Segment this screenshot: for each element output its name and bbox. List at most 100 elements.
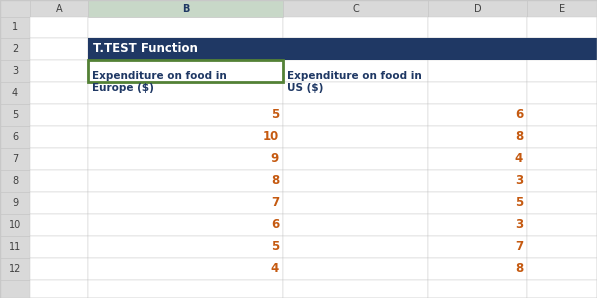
Bar (428, 258, 527, 280)
Bar (428, 60, 527, 82)
Bar (527, 214, 597, 236)
Bar (88, 0, 283, 17)
Bar (283, 280, 428, 298)
Bar (428, 192, 527, 214)
Bar (283, 236, 428, 258)
Text: 6: 6 (12, 132, 18, 142)
Bar (88, 17, 283, 38)
Bar (88, 236, 283, 258)
Text: 9: 9 (12, 198, 18, 208)
Bar (527, 82, 597, 104)
Bar (283, 170, 428, 192)
Bar (0, 0, 30, 17)
Bar (88, 82, 283, 104)
Bar (527, 258, 597, 280)
Text: B: B (182, 4, 189, 13)
Bar (283, 38, 428, 60)
Bar (30, 236, 88, 258)
Bar (30, 82, 88, 104)
Bar (88, 280, 283, 298)
Bar (0, 192, 30, 214)
Text: Expenditure on food in
US ($): Expenditure on food in US ($) (287, 71, 421, 93)
Text: 3: 3 (12, 66, 18, 76)
Bar (527, 126, 597, 148)
Bar (30, 214, 88, 236)
Bar (0, 280, 30, 298)
Text: 6: 6 (271, 218, 279, 232)
Text: C: C (352, 4, 359, 13)
Bar (88, 60, 283, 82)
Text: E: E (559, 4, 565, 13)
Bar (428, 214, 527, 236)
Bar (30, 192, 88, 214)
Text: 5: 5 (271, 240, 279, 254)
Bar (0, 148, 30, 170)
Text: 9: 9 (271, 153, 279, 165)
Text: 5: 5 (12, 110, 18, 120)
Bar (30, 17, 88, 38)
Bar (30, 38, 88, 60)
Bar (30, 0, 88, 17)
Bar (0, 214, 30, 236)
Bar (283, 214, 428, 236)
Bar (527, 148, 597, 170)
Bar (527, 60, 597, 82)
Text: 2: 2 (12, 44, 18, 54)
Bar (88, 126, 283, 148)
Bar (428, 170, 527, 192)
Text: 8: 8 (271, 175, 279, 187)
Text: 7: 7 (12, 154, 18, 164)
Bar (88, 60, 283, 82)
Text: Expenditure on food in
Europe ($): Expenditure on food in Europe ($) (92, 71, 227, 93)
Bar (88, 0, 283, 17)
Bar (30, 258, 88, 280)
Bar (88, 38, 283, 60)
Bar (527, 0, 597, 17)
Bar (30, 148, 88, 170)
Bar (428, 17, 527, 38)
Bar (428, 38, 527, 60)
Bar (88, 192, 283, 214)
Text: 3: 3 (515, 218, 523, 232)
Text: 3: 3 (515, 175, 523, 187)
Bar (283, 192, 428, 214)
Text: 4: 4 (271, 263, 279, 275)
Text: 12: 12 (9, 264, 21, 274)
Bar (527, 17, 597, 38)
Bar (283, 17, 428, 38)
Bar (283, 104, 428, 126)
Bar (428, 280, 527, 298)
Bar (283, 126, 428, 148)
Bar (0, 126, 30, 148)
Text: 7: 7 (271, 196, 279, 209)
Text: 11: 11 (9, 242, 21, 252)
Text: 1: 1 (12, 23, 18, 32)
Bar (527, 236, 597, 258)
Bar (88, 170, 283, 192)
Text: 10: 10 (263, 131, 279, 144)
Bar (428, 148, 527, 170)
Text: 5: 5 (515, 196, 523, 209)
Text: D: D (473, 4, 481, 13)
Text: 7: 7 (515, 240, 523, 254)
Bar (527, 192, 597, 214)
Text: 8: 8 (515, 131, 523, 144)
Bar (30, 280, 88, 298)
Bar (283, 148, 428, 170)
Text: 4: 4 (12, 88, 18, 98)
Bar (30, 170, 88, 192)
Text: B: B (182, 4, 189, 13)
Bar (88, 214, 283, 236)
Text: 8: 8 (515, 263, 523, 275)
Bar (527, 38, 597, 60)
Bar (30, 126, 88, 148)
Bar (0, 17, 30, 38)
Bar (527, 280, 597, 298)
Bar (0, 236, 30, 258)
Bar (0, 82, 30, 104)
Bar (527, 104, 597, 126)
Bar (283, 82, 428, 104)
Bar (283, 258, 428, 280)
Bar (30, 60, 88, 82)
Text: 4: 4 (515, 153, 523, 165)
